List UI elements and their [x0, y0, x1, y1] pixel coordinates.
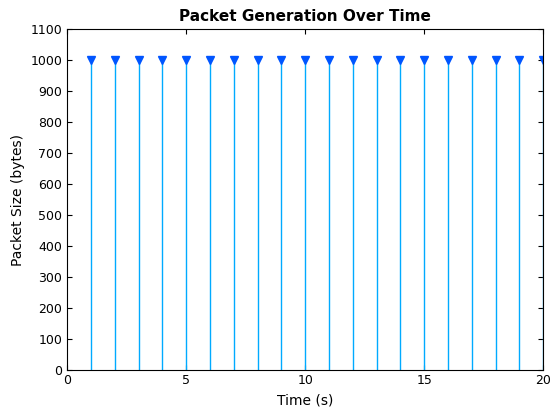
Y-axis label: Packet Size (bytes): Packet Size (bytes) — [11, 134, 25, 265]
X-axis label: Time (s): Time (s) — [277, 393, 333, 407]
Title: Packet Generation Over Time: Packet Generation Over Time — [179, 9, 431, 24]
